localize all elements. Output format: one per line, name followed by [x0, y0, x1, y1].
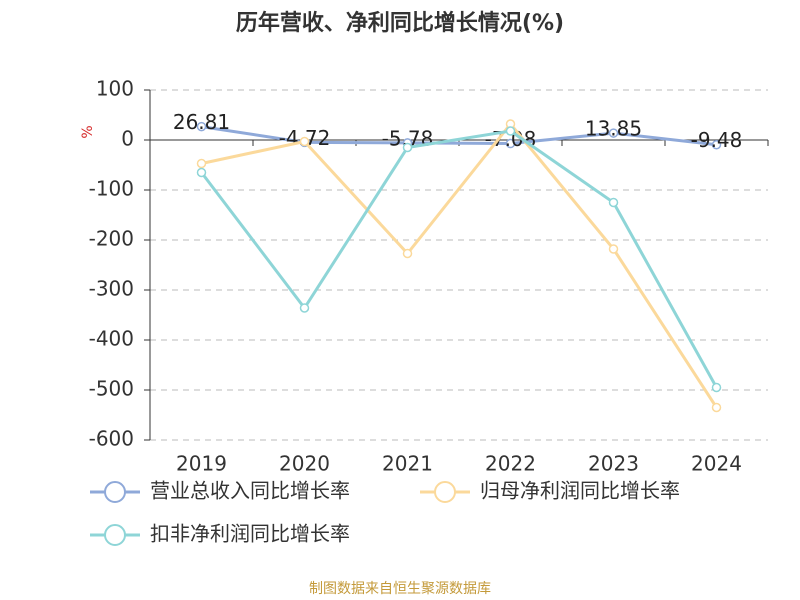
data-label: -9.48 [691, 128, 743, 152]
y-tick-label: -300 [89, 277, 134, 301]
legend-marker [104, 524, 126, 546]
data-point [402, 142, 413, 153]
series-line [201, 125, 717, 147]
series-line [201, 121, 718, 409]
data-label: 13.85 [585, 117, 642, 141]
x-tick-label: 2023 [588, 452, 639, 476]
x-tick-label: 2020 [279, 452, 330, 476]
series-line [200, 129, 718, 389]
legend-label: 归母净利润同比增长率 [480, 479, 680, 503]
x-tick-label: 2022 [485, 452, 536, 476]
legend-marker [434, 481, 456, 503]
y-tick-label: -100 [89, 177, 134, 201]
y-tick-label: -400 [89, 327, 134, 351]
data-point [299, 136, 310, 147]
data-point [196, 158, 207, 169]
data-label: 26.81 [173, 110, 230, 134]
data-point [505, 138, 516, 149]
data-point [711, 382, 722, 393]
data-point [299, 303, 310, 313]
chart-title: 历年营收、净利同比增长情况(%) [236, 10, 564, 36]
legend-label: 营业总收入同比增长率 [150, 479, 350, 503]
data-point [608, 197, 619, 208]
y-tick-label: 100 [96, 77, 134, 101]
y-tick-label: 0 [121, 127, 134, 151]
x-tick-label: 2024 [691, 452, 742, 476]
y-tick-label: -200 [89, 227, 134, 251]
data-point [402, 248, 413, 259]
x-tick-label: 2021 [382, 452, 433, 476]
data-point [196, 121, 207, 132]
x-tick-label: 2019 [176, 452, 227, 476]
legend-label: 扣非净利润同比增长率 [150, 522, 350, 546]
source-note: 制图数据来自恒生聚源数据库 [309, 581, 491, 597]
data-point [196, 167, 207, 178]
legend-marker [104, 481, 126, 503]
y-tick-label: -500 [89, 377, 134, 401]
data-point [608, 128, 619, 138]
data-point [505, 126, 516, 136]
data-point [711, 402, 722, 413]
data-point [608, 244, 619, 254]
y-axis-label: % [80, 125, 96, 138]
data-point [711, 139, 722, 150]
y-tick-label: -600 [89, 427, 134, 451]
